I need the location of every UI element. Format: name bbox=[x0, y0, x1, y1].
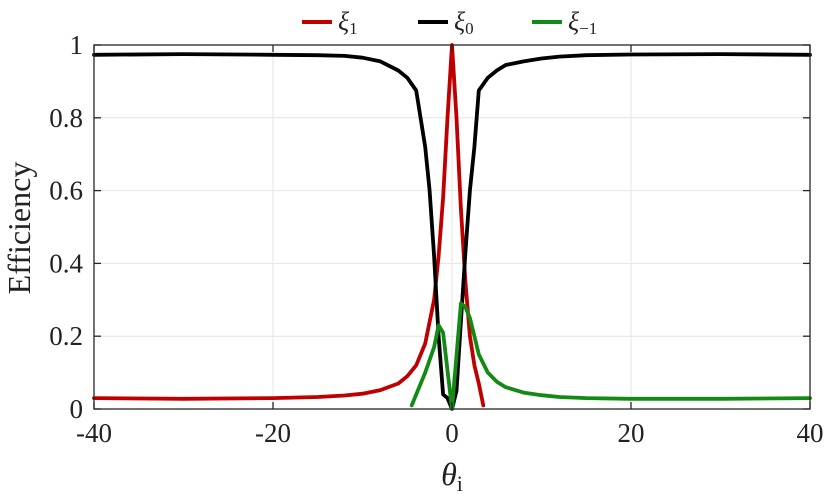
x-axis-label: θi bbox=[441, 456, 463, 496]
legend-label-main-2: ξ bbox=[568, 7, 580, 36]
y-tick-label-2: 0.4 bbox=[49, 248, 83, 278]
legend-label-sub-1: 0 bbox=[465, 19, 474, 38]
legend-label-sub-2: −1 bbox=[579, 19, 597, 38]
axes bbox=[93, 44, 811, 410]
legend: ξ1 ξ0 ξ−1 bbox=[302, 7, 597, 38]
tick-labels: -40 -20 0 20 40 0 0.2 0.4 0.6 0.8 1 bbox=[49, 30, 823, 448]
y-axis-label: Efficiency bbox=[1, 162, 37, 295]
y-tick-label-3: 0.6 bbox=[49, 176, 83, 206]
y-tick-label-1: 0.2 bbox=[49, 321, 83, 351]
x-tick-label-0: -40 bbox=[76, 418, 112, 448]
legend-label-1: ξ0 bbox=[454, 7, 474, 38]
y-tick-label-4: 0.8 bbox=[49, 103, 83, 133]
x-tick-label-1: -20 bbox=[255, 418, 291, 448]
series-line-2 bbox=[409, 301, 812, 411]
legend-label-sub-0: 1 bbox=[349, 19, 358, 38]
x-tick-label-3: 20 bbox=[618, 418, 645, 448]
x-axis-label-main: θ bbox=[441, 456, 457, 492]
legend-label-0: ξ1 bbox=[338, 7, 358, 38]
grid-lines bbox=[93, 44, 811, 410]
x-axis-label-sub: i bbox=[457, 471, 463, 496]
x-tick-label-4: 40 bbox=[797, 418, 824, 448]
y-tick-label-5: 1 bbox=[70, 30, 84, 60]
series-line-0 bbox=[92, 43, 486, 408]
x-tick-label-2: 0 bbox=[445, 418, 459, 448]
legend-label-main-0: ξ bbox=[338, 7, 350, 36]
legend-label-main-1: ξ bbox=[454, 7, 466, 36]
legend-label-2: ξ−1 bbox=[568, 7, 597, 38]
y-tick-label-0: 0 bbox=[70, 394, 84, 424]
